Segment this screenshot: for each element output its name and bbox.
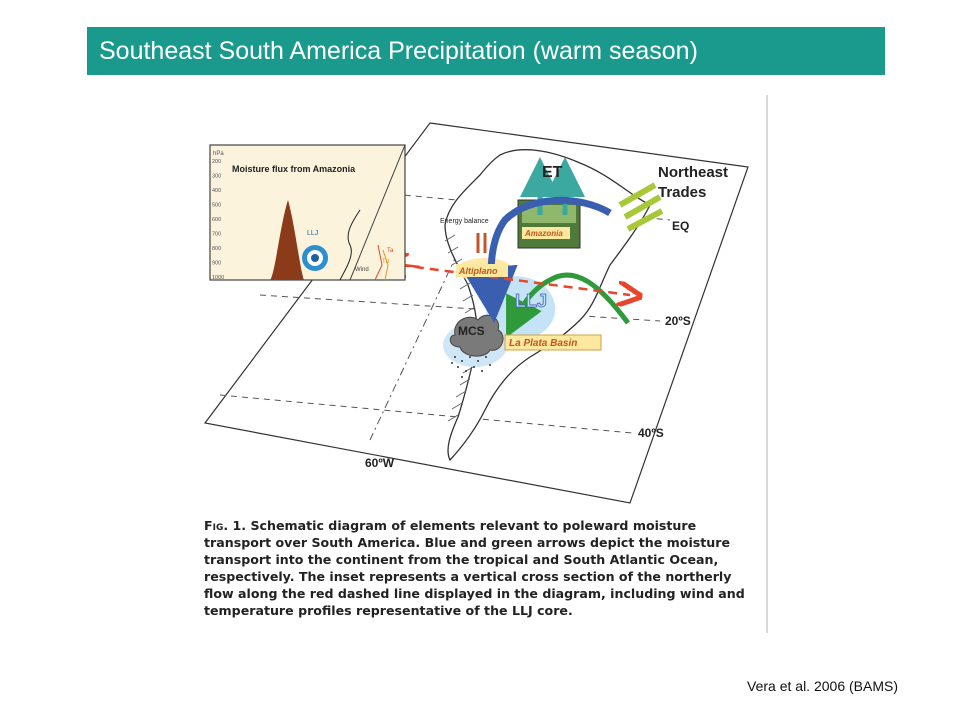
amazonia-label: Amazonia	[524, 229, 563, 238]
inset-unit: hPa	[213, 151, 224, 157]
northeast-trades-label-2: Trades	[658, 184, 706, 201]
lat-40s-label: 40ºS	[638, 426, 664, 440]
inset-td-label: Td	[382, 259, 389, 265]
pressure-level-label: 1000	[212, 275, 224, 281]
pressure-level-label: 600	[212, 217, 221, 223]
inset-title: Moisture flux from Amazonia	[232, 164, 356, 174]
energy-balance-label: Energy balance	[440, 218, 489, 225]
cross-section-dashed-line	[399, 263, 630, 295]
caption-text: Schematic diagram of elements relevant t…	[204, 518, 745, 618]
llj-ring-core	[311, 254, 319, 262]
et-label: ET	[542, 164, 563, 181]
llj-label: LLJ	[515, 291, 547, 311]
figure-caption: Fig. 1. Schematic diagram of elements re…	[204, 517, 760, 619]
ta-profile	[374, 244, 383, 281]
caption-label: Fig. 1.	[204, 518, 247, 533]
pressure-level-label: 300	[212, 174, 221, 180]
moisture-transport-diagram: hPa 200 300 400 500 600 700 800 900 1000 Moistur…	[203, 122, 749, 504]
pressure-level-label: 700	[212, 232, 221, 238]
inset-ta-label: Ta	[387, 248, 394, 254]
la-plata-label-box	[504, 334, 602, 351]
inset-llj-label: LLJ	[307, 230, 318, 237]
pressure-level-label: 200	[212, 159, 221, 165]
td-profile	[382, 249, 389, 281]
pressure-level-labels: 200 300 400 500 600 700 800 900 1000	[212, 159, 224, 281]
green-moisture-arrow	[506, 272, 631, 338]
altiplano-label: Altiplano	[458, 266, 498, 276]
lon-60w-label: 60ºW	[365, 456, 395, 470]
rain-dots	[451, 356, 491, 378]
diagram-figure: hPa 200 300 400 500 600 700 800 900 1000 Moistur…	[200, 95, 768, 633]
la-plata-label: La Plata Basin	[509, 338, 577, 349]
wind-profile	[339, 209, 361, 281]
lat-40s-line	[219, 394, 633, 434]
citation: Vera et al. 2006 (BAMS)	[747, 678, 898, 694]
mcs-label: MCS	[458, 324, 485, 338]
pressure-level-label: 800	[212, 246, 221, 252]
pressure-level-label: 900	[212, 261, 221, 267]
slide-title: Southeast South America Precipitation (w…	[87, 27, 885, 75]
inset-wind-label: Wind	[355, 267, 369, 273]
lat-20s-label: 20ºS	[665, 314, 691, 328]
northeast-trades-label-1: Northeast	[658, 164, 728, 181]
lat-20s-line	[259, 294, 661, 322]
moisture-profile	[270, 200, 304, 280]
inset-connector	[349, 144, 406, 281]
pressure-level-label: 400	[212, 188, 221, 194]
pressure-level-label: 500	[212, 203, 221, 209]
eq-label: EQ	[672, 219, 689, 233]
amazonia-label-box	[522, 227, 570, 239]
trade-wind-arrows	[618, 182, 664, 232]
altiplano-label-box	[456, 264, 508, 277]
